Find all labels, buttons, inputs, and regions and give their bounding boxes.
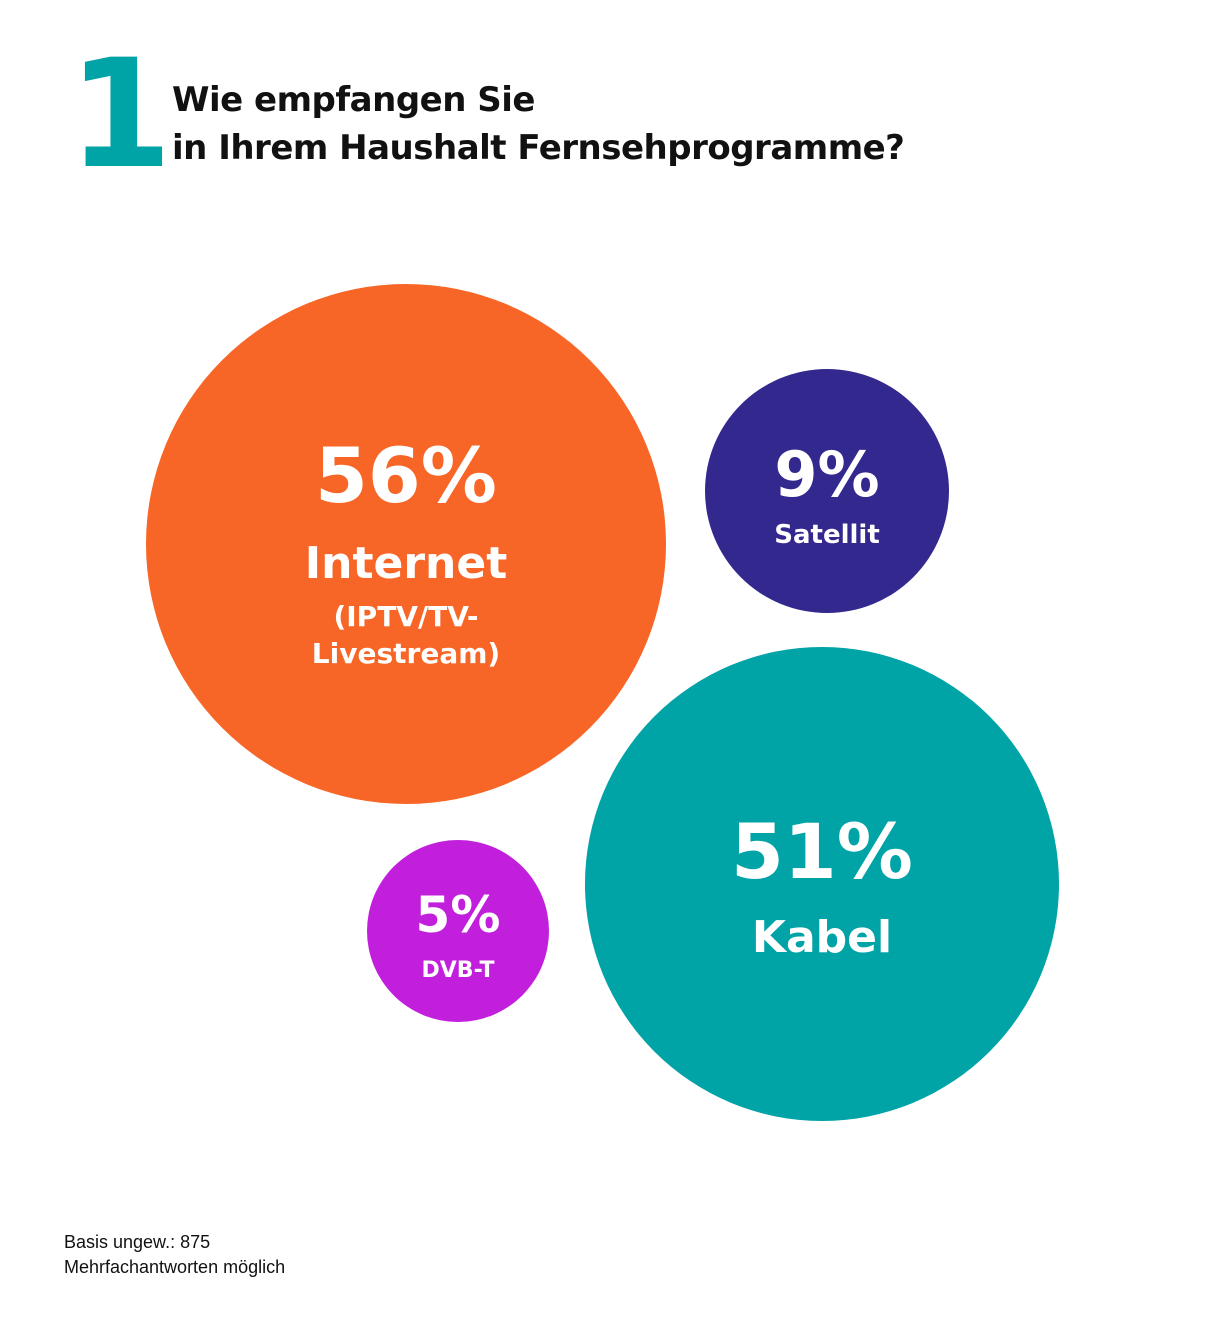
bubble-label-kabel: Kabel <box>752 912 892 963</box>
bubble-circle-kabel <box>585 647 1059 1121</box>
bubble-satellit: 9% Satellit <box>705 369 949 613</box>
chart-title: Wie empfangen Sie in Ihrem Haushalt Fern… <box>172 76 905 172</box>
chart-title-line-1: Wie empfangen Sie <box>172 80 535 120</box>
bubble-dvb-t: 5% DVB-T <box>367 840 549 1022</box>
bubble-circle-dvb-t <box>367 840 549 1022</box>
bubble-internet: 56% Internet (IPTV/TV- Livestream) <box>146 284 666 804</box>
bubble-value-kabel: 51% <box>731 807 913 896</box>
bubble-value-dvb-t: 5% <box>416 886 501 944</box>
bubble-label-satellit: Satellit <box>774 520 880 550</box>
bubble-circle-satellit <box>705 369 949 613</box>
bubble-kabel: 51% Kabel <box>585 647 1059 1121</box>
footnote-multiple-answers: Mehrfachantworten möglich <box>64 1257 286 1277</box>
chart-title-line-2: in Ihrem Haushalt Fernsehprogramme? <box>172 128 905 168</box>
question-number: 1 <box>68 28 172 202</box>
bubble-label-dvb-t: DVB-T <box>422 958 495 983</box>
bubble-value-internet: 56% <box>315 431 497 520</box>
footnote: Basis ungew.: 875 Mehrfachantworten mögl… <box>64 1230 285 1280</box>
bubble-circle-internet <box>146 284 666 804</box>
bubble-sublabel-internet-2: Livestream) <box>312 637 500 670</box>
bubble-value-satellit: 9% <box>774 438 879 511</box>
bubble-sublabel-internet-1: (IPTV/TV- <box>333 600 478 633</box>
bubble-label-internet: Internet <box>305 538 507 589</box>
footnote-base: Basis ungew.: 875 <box>64 1232 211 1252</box>
